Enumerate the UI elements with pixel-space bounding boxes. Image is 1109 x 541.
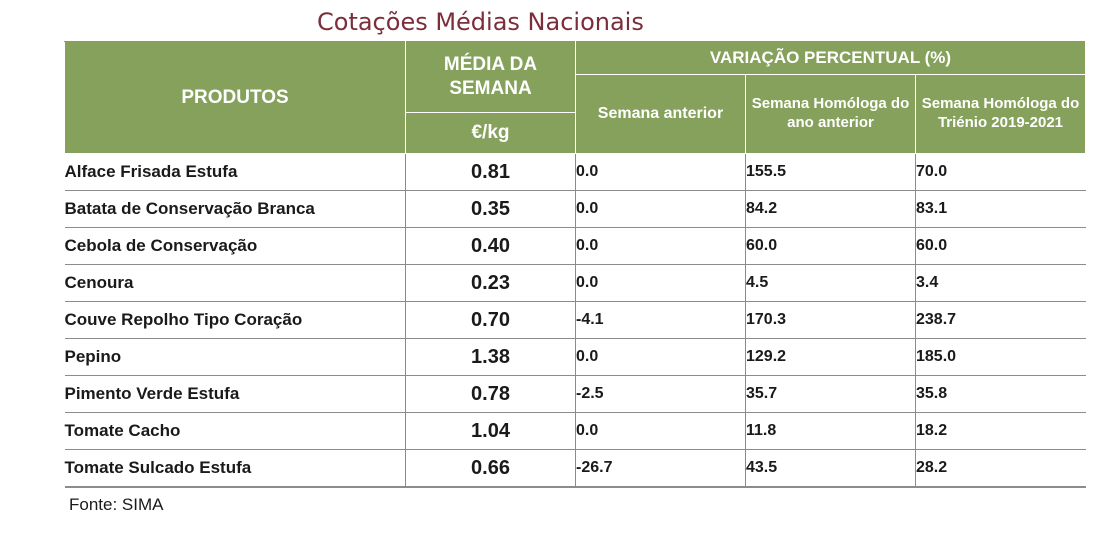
cell-var-trienio: 70.0: [915, 153, 1086, 191]
cell-media: 0.66: [405, 449, 576, 488]
table-row: Cebola de Conservação 0.40 0.0 60.0 60.0: [64, 227, 1086, 265]
cell-media: 0.40: [405, 227, 576, 265]
cell-media: 0.78: [405, 375, 576, 413]
source-note: Fonte: SIMA: [69, 495, 164, 514]
table-row: Alface Frisada Estufa 0.81 0.0 155.5 70.…: [64, 153, 1086, 191]
cell-var-ano: 155.5: [745, 153, 916, 191]
table-row: Pimento Verde Estufa 0.78 -2.5 35.7 35.8: [64, 375, 1086, 413]
cell-var-ano: 170.3: [745, 301, 916, 339]
cell-var-semana: 0.0: [575, 264, 746, 302]
cell-media: 0.23: [405, 264, 576, 302]
cell-var-trienio: 238.7: [915, 301, 1086, 339]
cell-media: 0.70: [405, 301, 576, 339]
header-produtos: PRODUTOS: [64, 41, 406, 154]
cell-produto: Pimento Verde Estufa: [64, 375, 406, 413]
cell-produto: Pepino: [64, 338, 406, 376]
cell-var-semana: 0.0: [575, 153, 746, 191]
table-header: PRODUTOS MÉDIA DA SEMANA VARIAÇÃO PERCEN…: [64, 41, 1086, 154]
cell-var-ano: 4.5: [745, 264, 916, 302]
cell-produto: Alface Frisada Estufa: [64, 153, 406, 191]
cell-var-trienio: 18.2: [915, 412, 1086, 450]
cell-var-semana: 0.0: [575, 227, 746, 265]
cell-var-ano: 129.2: [745, 338, 916, 376]
cell-var-ano: 60.0: [745, 227, 916, 265]
page-title: Cotações Médias Nacionais: [317, 8, 644, 36]
cell-var-ano: 35.7: [745, 375, 916, 413]
cell-var-semana: -2.5: [575, 375, 746, 413]
table-row: Tomate Cacho 1.04 0.0 11.8 18.2: [64, 412, 1086, 450]
table-row: Cenoura 0.23 0.0 4.5 3.4: [64, 264, 1086, 302]
header-unit: €/kg: [405, 112, 576, 154]
header-media-semana: MÉDIA DA SEMANA: [405, 41, 576, 113]
table-row: Couve Repolho Tipo Coração 0.70 -4.1 170…: [64, 301, 1086, 339]
prices-table: PRODUTOS MÉDIA DA SEMANA VARIAÇÃO PERCEN…: [64, 41, 1086, 488]
cell-produto: Batata de Conservação Branca: [64, 190, 406, 228]
table-body: Alface Frisada Estufa 0.81 0.0 155.5 70.…: [64, 153, 1086, 488]
cell-var-semana: -26.7: [575, 449, 746, 488]
header-semana-homologa-ano: Semana Homóloga do ano anterior: [745, 74, 916, 154]
header-variacao: VARIAÇÃO PERCENTUAL (%): [575, 41, 1086, 75]
cell-var-ano: 11.8: [745, 412, 916, 450]
header-semana-anterior: Semana anterior: [575, 74, 746, 154]
table-row: Tomate Sulcado Estufa 0.66 -26.7 43.5 28…: [64, 449, 1086, 488]
cell-var-semana: 0.0: [575, 190, 746, 228]
cell-var-trienio: 35.8: [915, 375, 1086, 413]
cell-media: 1.38: [405, 338, 576, 376]
table-row: Batata de Conservação Branca 0.35 0.0 84…: [64, 190, 1086, 228]
cell-produto: Tomate Sulcado Estufa: [64, 449, 406, 488]
cell-produto: Cenoura: [64, 264, 406, 302]
cell-produto: Couve Repolho Tipo Coração: [64, 301, 406, 339]
cell-produto: Cebola de Conservação: [64, 227, 406, 265]
cell-var-trienio: 60.0: [915, 227, 1086, 265]
cell-var-trienio: 83.1: [915, 190, 1086, 228]
header-semana-homologa-trienio: Semana Homóloga do Triénio 2019-2021: [915, 74, 1086, 154]
cell-var-ano: 43.5: [745, 449, 916, 488]
table-row: Pepino 1.38 0.0 129.2 185.0: [64, 338, 1086, 376]
cell-var-ano: 84.2: [745, 190, 916, 228]
cell-var-trienio: 185.0: [915, 338, 1086, 376]
cell-media: 0.35: [405, 190, 576, 228]
cell-var-semana: -4.1: [575, 301, 746, 339]
cell-var-semana: 0.0: [575, 338, 746, 376]
cell-var-trienio: 28.2: [915, 449, 1086, 488]
cell-media: 0.81: [405, 153, 576, 191]
cell-produto: Tomate Cacho: [64, 412, 406, 450]
cell-var-semana: 0.0: [575, 412, 746, 450]
cell-var-trienio: 3.4: [915, 264, 1086, 302]
cell-media: 1.04: [405, 412, 576, 450]
